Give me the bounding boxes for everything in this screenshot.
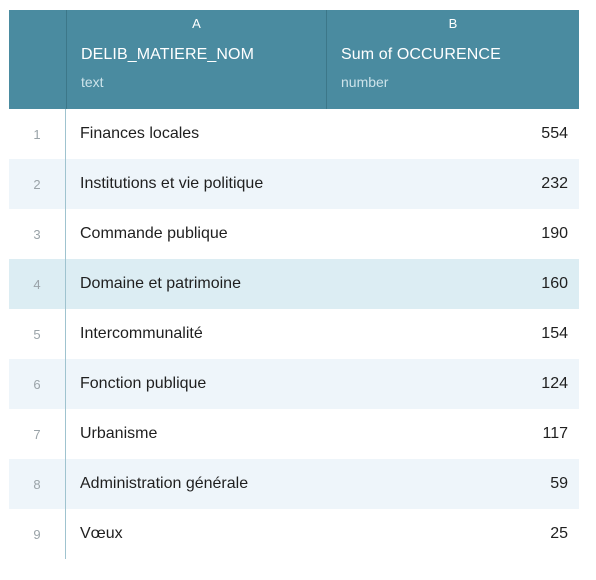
- row-number: 1: [9, 109, 66, 159]
- cell-occurence[interactable]: 25: [550, 525, 568, 542]
- table-row[interactable]: 5 Intercommunalité 154: [9, 309, 579, 359]
- cell-occurence[interactable]: 160: [541, 275, 568, 292]
- column-name: Sum of OCCURENCE: [341, 46, 501, 63]
- row-number: 2: [9, 159, 66, 209]
- cell-occurence[interactable]: 117: [542, 425, 568, 442]
- column-name: DELIB_MATIERE_NOM: [81, 46, 254, 63]
- cell-matiere[interactable]: Administration générale: [80, 475, 249, 492]
- row-number-header: [9, 10, 67, 109]
- cell-matiere[interactable]: Institutions et vie politique: [80, 175, 264, 192]
- cell-matiere[interactable]: Intercommunalité: [80, 325, 203, 342]
- cell-occurence[interactable]: 59: [550, 475, 568, 492]
- row-number: 8: [9, 459, 66, 509]
- row-number: 6: [9, 359, 66, 409]
- cell-occurence[interactable]: 232: [541, 175, 568, 192]
- column-header-b[interactable]: B Sum of OCCURENCE number: [327, 10, 579, 109]
- cell-matiere[interactable]: Vœux: [80, 525, 123, 542]
- cell-occurence[interactable]: 554: [541, 125, 568, 142]
- column-letter: A: [192, 16, 201, 31]
- table-row[interactable]: 3 Commande publique 190: [9, 209, 579, 259]
- table-header: A DELIB_MATIERE_NOM text B Sum of OCCURE…: [9, 10, 579, 109]
- row-number: 9: [9, 509, 66, 559]
- row-number: 4: [9, 259, 66, 309]
- cell-matiere[interactable]: Domaine et patrimoine: [80, 275, 241, 292]
- row-number: 5: [9, 309, 66, 359]
- cell-matiere[interactable]: Urbanisme: [80, 425, 158, 442]
- table-row[interactable]: 2 Institutions et vie politique 232: [9, 159, 579, 209]
- table-row[interactable]: 7 Urbanisme 117: [9, 409, 579, 459]
- table-row[interactable]: 4 Domaine et patrimoine 160: [9, 259, 579, 309]
- cell-occurence[interactable]: 190: [541, 225, 568, 242]
- cell-matiere[interactable]: Commande publique: [80, 225, 228, 242]
- cell-matiere[interactable]: Fonction publique: [80, 375, 207, 392]
- table-row[interactable]: 9 Vœux 25: [9, 509, 579, 559]
- column-letter: B: [448, 16, 458, 31]
- column-header-a[interactable]: A DELIB_MATIERE_NOM text: [67, 10, 327, 109]
- table-row[interactable]: 8 Administration générale 59: [9, 459, 579, 509]
- column-type: number: [341, 74, 389, 90]
- table-row[interactable]: 6 Fonction publique 124: [9, 359, 579, 409]
- column-type: text: [81, 74, 104, 90]
- row-number: 7: [9, 409, 66, 459]
- table-row[interactable]: 1 Finances locales 554: [9, 109, 579, 159]
- data-table: A DELIB_MATIERE_NOM text B Sum of OCCURE…: [9, 10, 579, 559]
- cell-occurence[interactable]: 124: [541, 375, 568, 392]
- cell-matiere[interactable]: Finances locales: [80, 125, 200, 142]
- cell-occurence[interactable]: 154: [541, 325, 568, 342]
- row-number: 3: [9, 209, 66, 259]
